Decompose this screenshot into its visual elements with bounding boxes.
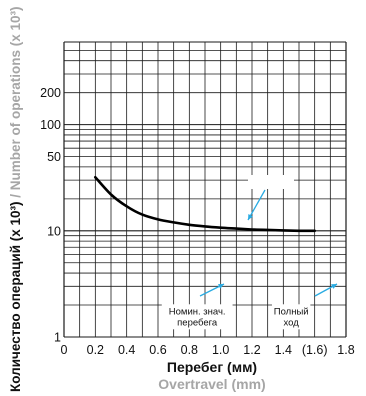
x-tick-label: 0.4 <box>118 343 135 357</box>
y-tick-label: 200 <box>40 86 61 100</box>
x-tick-label: (1.6) <box>302 343 328 357</box>
pointer-arrow-head-icon <box>248 214 253 220</box>
y-tick-label: 50 <box>47 150 61 164</box>
x-tick-label: 1.0 <box>212 343 229 357</box>
x-tick-label: 1.4 <box>275 343 292 357</box>
x-axis-title: Перебег (мм) <box>167 359 257 375</box>
annotation-arrows <box>199 175 338 297</box>
y-tick-label: 10 <box>47 224 61 238</box>
series-line <box>94 175 316 233</box>
x-tick-label: 0 <box>61 343 68 357</box>
annotation-text: Полный <box>274 306 309 317</box>
y-axis-title-ru: Количество операций (x 10³) <box>8 201 23 392</box>
pointer-arrow-icon <box>247 189 266 221</box>
annotation-text: ход <box>284 317 300 328</box>
series-curves <box>94 175 316 233</box>
y-tick-label: 100 <box>40 118 61 132</box>
tick-labels: 0 0.2 0.4 0.6 0.8 1.0 1.2 1.4 (1.6) 1.8 1 10 50 100 20… <box>40 86 355 357</box>
x-tick-label: 0.2 <box>87 343 104 357</box>
annotation-text: Номин. знач. <box>169 306 226 317</box>
y-axis-title: Количество операций (x 10³) / Number of … <box>8 6 23 392</box>
pointer-arrow-head-icon <box>218 284 224 289</box>
x-tick-label: 1.2 <box>243 343 260 357</box>
annotation-box <box>271 304 311 330</box>
x-tick-label: 0.6 <box>149 343 166 357</box>
y-axis-title-en: / Number of operations (x 10³) <box>8 6 23 201</box>
annotation-box <box>161 304 233 330</box>
x-tick-label: 1.8 <box>337 343 354 357</box>
pointer-arrow-head-icon <box>331 284 337 289</box>
y-tick-label: 1 <box>54 331 61 345</box>
annotation-text: перебега <box>177 317 218 328</box>
x-tick-label: 0.8 <box>181 343 198 357</box>
callout-box <box>248 175 294 189</box>
x-axis-title-en: Overtravel (mm) <box>158 376 265 392</box>
